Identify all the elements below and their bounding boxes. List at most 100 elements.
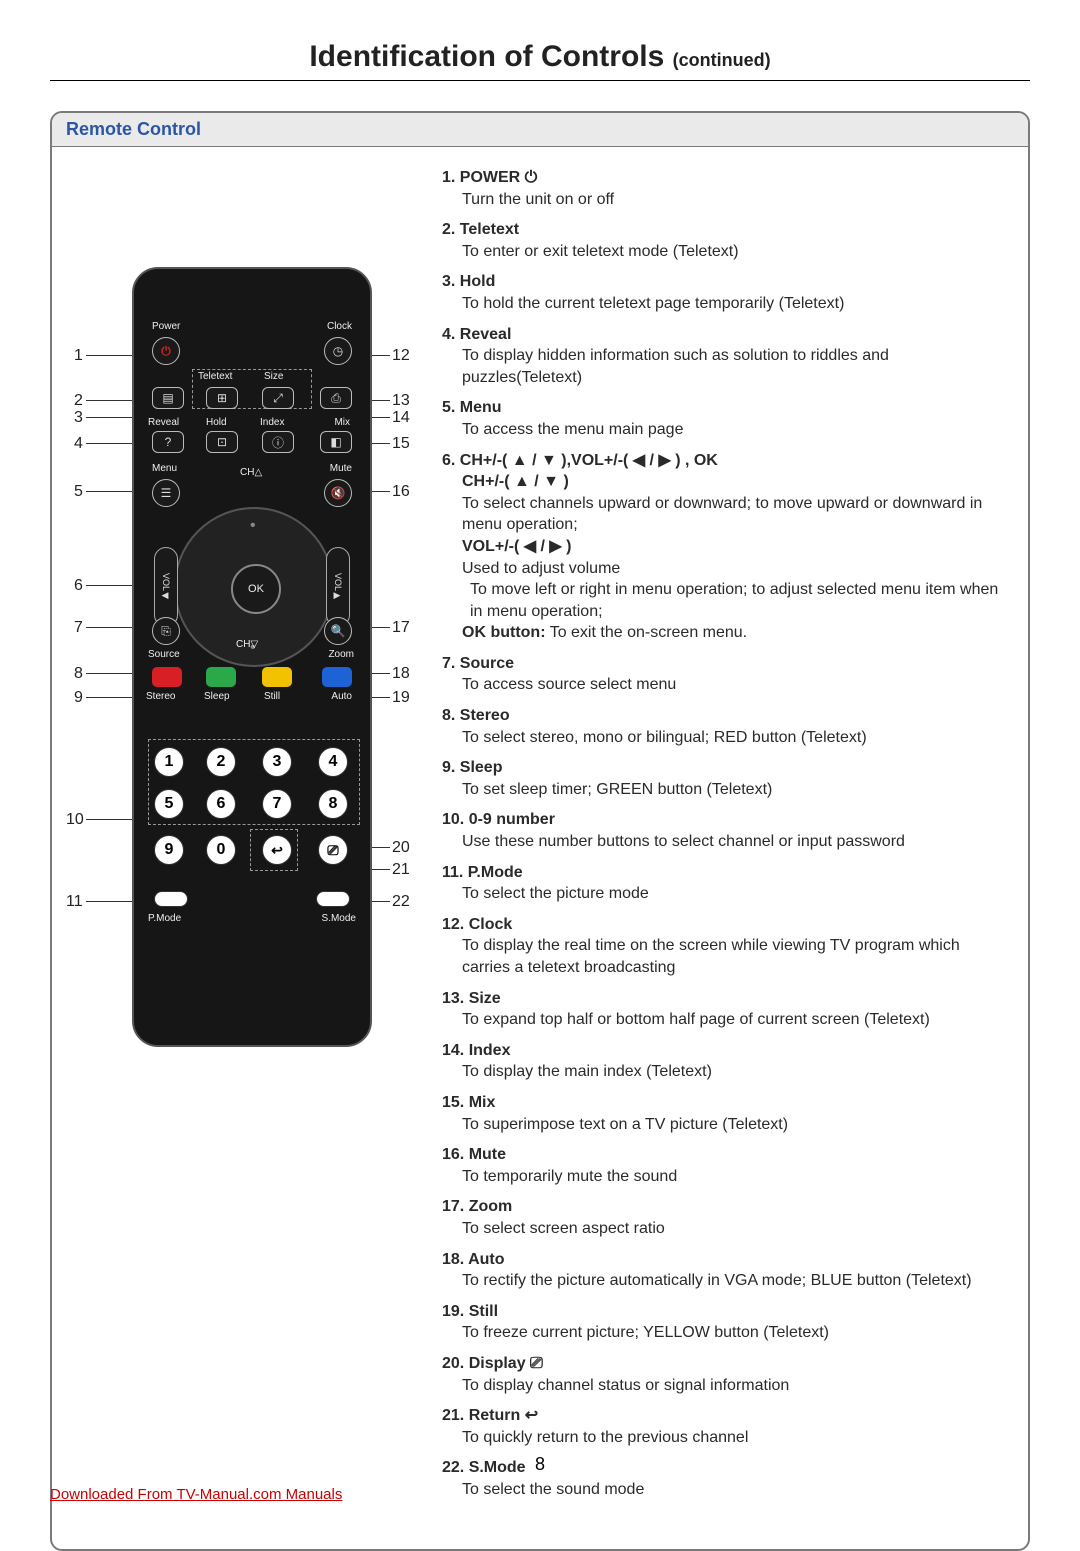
desc-item: 6. CH+/-( ▲ / ▼ ),VOL+/-( ◀ / ▶ ) , OKCH… — [442, 450, 1008, 644]
num-7: 7 — [262, 789, 292, 819]
callout-3: 3 — [74, 409, 83, 427]
num-2: 2 — [206, 747, 236, 777]
desc-item: 10. 0-9 number Use these number buttons t… — [442, 809, 1008, 852]
label-chdown: CH▽ — [236, 639, 258, 650]
item-heading: 16. Mute — [442, 1146, 506, 1163]
callout-18: 18 — [392, 665, 410, 683]
desc-item: 12. Clock To display the real time on the… — [442, 914, 1008, 979]
item-heading: 11. P.Mode — [442, 864, 523, 881]
item-heading: 17. Zoom — [442, 1198, 512, 1215]
callout-7: 7 — [74, 619, 83, 637]
desc-item: 8. StereoTo select stereo, mono or bilin… — [442, 705, 1008, 748]
mix-extra-icon: ⎙ — [320, 387, 352, 409]
item-desc: To expand top half or bottom half page o… — [442, 1009, 1008, 1031]
zoom-button-icon: 🔍 — [324, 617, 352, 645]
label-reveal: Reveal — [148, 417, 179, 428]
desc-item: 15. MixTo superimpose text on a TV pictu… — [442, 1092, 1008, 1135]
desc-item: 11. P.ModeTo select the picture mode — [442, 862, 1008, 905]
desc-item: 1. POWER ⏻Turn the unit on or off — [442, 167, 1008, 210]
reveal-button-icon: ? — [152, 431, 184, 453]
item-heading: 7. Source — [442, 655, 514, 672]
label-stereo: Stereo — [146, 691, 175, 702]
footer-link[interactable]: Downloaded From TV-Manual.com Manuals — [50, 1486, 342, 1503]
hold-row-icon: ⊡ — [206, 431, 238, 453]
desc-item: 2. Teletext To enter or exit teletext mod… — [442, 219, 1008, 262]
ok-button: OK — [231, 564, 281, 614]
title-continued: (continued) — [673, 50, 771, 70]
size-button-icon: ⤢ — [262, 387, 294, 409]
item-desc: To select stereo, mono or bilingual; RED… — [442, 727, 1008, 749]
display-button-icon: ⎚ — [318, 835, 348, 865]
mix-button-icon: ◧ — [320, 431, 352, 453]
callout-9: 9 — [74, 689, 83, 707]
item-sub-desc: To select channels upward or downward; t… — [442, 493, 1008, 536]
title-rule — [50, 80, 1030, 81]
desc-item: 3. HoldTo hold the current teletext page… — [442, 271, 1008, 314]
yellow-button — [262, 667, 292, 687]
item-heading: 9. Sleep — [442, 759, 502, 776]
desc-item: 20. Display ⎚To display channel status o… — [442, 1353, 1008, 1396]
item-heading: 19. Still — [442, 1303, 498, 1320]
desc-item: 13. SizeTo expand top half or bottom hal… — [442, 988, 1008, 1031]
callout-16: 16 — [392, 483, 410, 501]
return-button-icon: ↩ — [262, 835, 292, 865]
descriptions-column: 1. POWER ⏻Turn the unit on or off 2. Tele… — [422, 167, 1008, 1509]
callout-5: 5 — [74, 483, 83, 501]
remote-wrap: 1 2 3 4 5 6 7 8 9 — [92, 267, 402, 1047]
label-mute: Mute — [330, 463, 352, 474]
item-heading: 10. 0-9 number — [442, 811, 555, 828]
label-auto: Auto — [331, 691, 352, 702]
hold-button-icon: ⊞ — [206, 387, 238, 409]
item-desc: Use these number buttons to select chann… — [442, 831, 1008, 853]
item-desc: To select screen aspect ratio — [442, 1218, 1008, 1240]
callout-2: 2 — [74, 392, 83, 410]
item-heading: 3. Hold — [442, 273, 495, 290]
item-heading: 15. Mix — [442, 1094, 495, 1111]
item-desc: To temporarily mute the sound — [442, 1166, 1008, 1188]
smode-button — [316, 891, 350, 907]
callout-6: 6 — [74, 577, 83, 595]
mute-button-icon: 🔇 — [324, 479, 352, 507]
desc-item: 4. RevealTo display hidden information s… — [442, 324, 1008, 389]
label-sleep: Sleep — [204, 691, 230, 702]
red-button — [152, 667, 182, 687]
item-heading: 12. Clock — [442, 916, 512, 933]
desc-item: 17. Zoom To select screen aspect ratio — [442, 1196, 1008, 1239]
section-body: 1 2 3 4 5 6 7 8 9 — [52, 147, 1028, 1549]
title-main: Identification of Controls — [309, 40, 664, 73]
item-heading: 5. Menu — [442, 399, 502, 416]
callout-20: 20 — [392, 839, 410, 857]
callout-10: 10 — [66, 811, 84, 829]
callout-4: 4 — [74, 435, 83, 453]
desc-item: 18. AutoTo rectify the picture automatic… — [442, 1249, 1008, 1292]
item-heading: 2. Teletext — [442, 221, 519, 238]
blue-button — [322, 667, 352, 687]
item-desc: To access source select menu — [442, 674, 1008, 696]
item-sub: OK button: To exit the on-screen menu. — [442, 624, 747, 641]
label-size: Size — [264, 371, 283, 382]
item-desc: To set sleep timer; GREEN button (Telete… — [442, 779, 1008, 801]
label-menu: Menu — [152, 463, 177, 474]
page-number: 8 — [0, 1454, 1080, 1475]
page: Identification of Controls (continued) R… — [0, 0, 1080, 1527]
desc-item: 21. Return ↩To quickly return to the pre… — [442, 1405, 1008, 1448]
page-title: Identification of Controls (continued) — [50, 40, 1030, 74]
callout-15: 15 — [392, 435, 410, 453]
num-5: 5 — [154, 789, 184, 819]
item-heading: 6. CH+/-( ▲ / ▼ ),VOL+/-( ◀ / ▶ ) , OK — [442, 452, 718, 469]
item-desc: To freeze current picture; YELLOW button… — [442, 1322, 1008, 1344]
callout-19: 19 — [392, 689, 410, 707]
item-desc: To display the main index (Teletext) — [442, 1061, 1008, 1083]
label-still: Still — [264, 691, 280, 702]
callout-21: 21 — [392, 861, 410, 879]
label-smode: S.Mode — [322, 913, 356, 924]
item-heading: 21. Return ↩ — [442, 1407, 538, 1424]
item-sub: VOL+/-( ◀ / ▶ ) — [442, 536, 1008, 558]
item-desc: To display the real time on the screen w… — [442, 935, 1008, 978]
item-desc: To enter or exit teletext mode (Teletext… — [442, 241, 1008, 263]
item-sub-desc: To move left or right in menu operation;… — [442, 579, 1008, 622]
source-button-icon: ⎘ — [152, 617, 180, 645]
item-desc: To display hidden information such as so… — [442, 345, 1008, 388]
callout-17: 17 — [392, 619, 410, 637]
section-header: Remote Control — [52, 113, 1028, 147]
